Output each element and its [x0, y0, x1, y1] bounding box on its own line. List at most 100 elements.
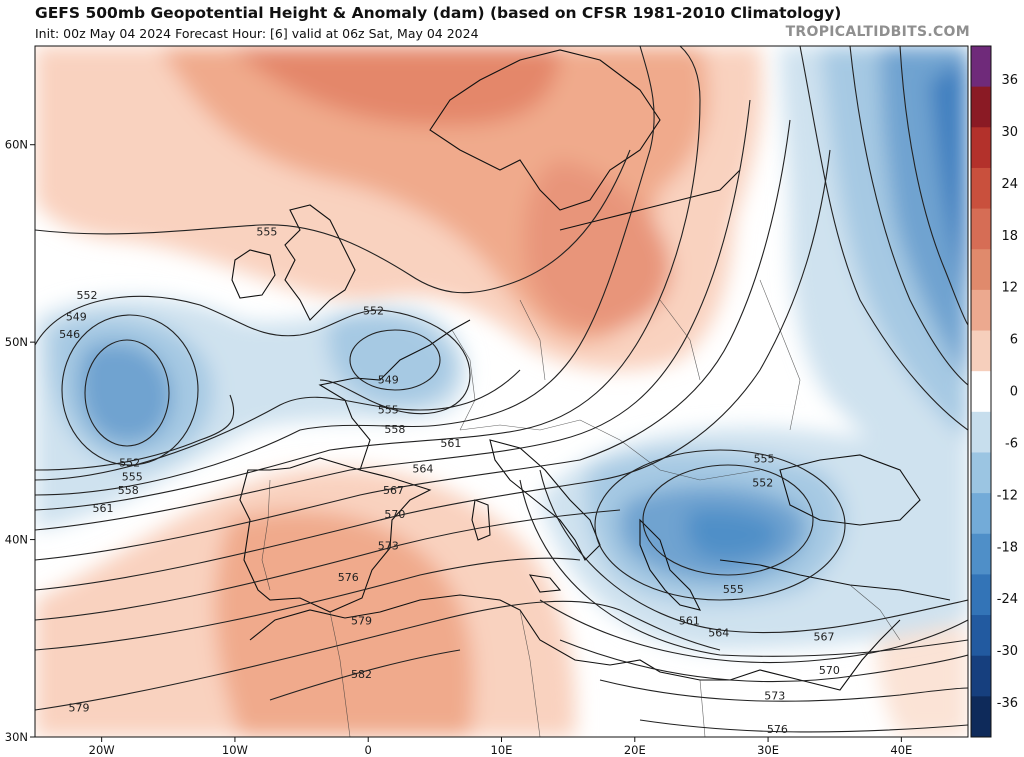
colorbar-segment: [971, 289, 991, 332]
contour-label: 552: [76, 289, 97, 302]
contour-573: [35, 509, 621, 621]
contour-label: 567: [383, 484, 404, 497]
colorbar-label: 12: [1001, 281, 1018, 296]
colorbar-segment: [971, 696, 991, 738]
contour-label: 555: [754, 453, 775, 466]
colorbar-segment: [971, 452, 991, 494]
contour-label: 561: [92, 502, 113, 515]
colorbar-label: 6: [1010, 333, 1018, 348]
border-dz-ly: [519, 609, 541, 737]
warm-anomaly-shading: [35, 46, 968, 737]
lon-tick-label: 20E: [624, 743, 646, 757]
colorbar-segment: [971, 167, 991, 210]
coast-sardinia: [471, 499, 491, 541]
coast-baltic: [559, 169, 741, 231]
contour-555-north: [35, 149, 631, 294]
colorbar-segment: [971, 371, 991, 413]
border-fr-de: [451, 329, 476, 431]
colorbar-label: 30: [1001, 125, 1018, 140]
colorbar-label: -12: [997, 488, 1018, 503]
colorbar-segment: [971, 127, 991, 169]
coast-greece: [639, 518, 702, 611]
contour-576: [35, 557, 581, 651]
contour-573-east: [599, 679, 968, 702]
brand-watermark: TROPICALTIDBITS.COM: [785, 24, 970, 40]
contour-552-balkan: [642, 464, 814, 576]
contour-label: 576: [338, 571, 359, 584]
contour-label: 552: [119, 457, 140, 470]
colorbar-segment: [971, 493, 991, 535]
contour-label: 579: [351, 615, 372, 628]
colorbar-segment: [971, 46, 991, 88]
contour-label: 573: [378, 539, 399, 552]
cool-anomaly-shading: [35, 46, 968, 650]
colorbar-segment: [971, 208, 991, 250]
border-ru-ua: [759, 279, 801, 431]
coast-italy: [489, 439, 601, 561]
border-balkans: [579, 419, 761, 481]
colorbar-label: -18: [997, 540, 1018, 555]
lon-tick-label: 0: [365, 743, 372, 757]
contour-label: 561: [440, 437, 461, 450]
contour-555: [35, 369, 521, 481]
lat-tick-label: 50N: [5, 335, 28, 349]
contour-576-east: [639, 719, 968, 733]
map-subtitle: Init: 00z May 04 2024 Forecast Hour: [6]…: [35, 26, 479, 41]
colorbar-segment: [971, 655, 991, 697]
contour-label: 552: [363, 305, 384, 318]
cool-biscay-low: [328, 312, 456, 406]
colorbar-label: 0: [1010, 385, 1018, 400]
warm-south-core: [214, 510, 474, 737]
contour-label: 558: [384, 423, 405, 436]
country-borders: [261, 279, 901, 737]
cool-balkan-deep: [686, 508, 780, 560]
contour-555-balkan: [594, 449, 846, 601]
height-contours: [35, 46, 968, 733]
colorbar-label: -24: [997, 592, 1018, 607]
lat-tick-label: 30N: [5, 730, 28, 744]
border-alps: [459, 419, 581, 431]
colorbar-label: -30: [997, 644, 1018, 659]
colorbar-segment: [971, 249, 991, 291]
border-dz-ma: [329, 611, 351, 737]
border-pl-ua: [659, 299, 701, 381]
colorbar-label: -36: [997, 696, 1018, 711]
coast-sicily: [528, 574, 562, 593]
coast-gb: [284, 204, 356, 321]
colorbar: 36 30 24 18 12 6 0 -6 -12 -18 -24 -30 -36: [970, 45, 1018, 738]
axis-layer: 30N 40N 50N 60N 20W 10W 0 10E 20E 30E 40E: [5, 138, 913, 757]
contour-label: 579: [68, 701, 89, 714]
map-title: GEFS 500mb Geopotential Height & Anomaly…: [35, 4, 842, 22]
colorbar-segment: [971, 330, 991, 372]
colorbar-label: -6: [1005, 436, 1018, 451]
contour-label: 570: [384, 508, 405, 521]
border-de-pl: [519, 299, 546, 381]
lon-tick-label: 20W: [89, 743, 115, 757]
colorbar-segment: [971, 411, 991, 453]
contour-label: 558: [118, 484, 139, 497]
lon-tick-label: 40E: [890, 743, 912, 757]
contour-570: [35, 149, 831, 591]
coast-scandinavia: [429, 49, 661, 211]
contour-label: 561: [679, 615, 700, 628]
colorbar-label: 24: [1001, 177, 1018, 192]
colorbar-segment: [971, 574, 991, 616]
border-tr-sy: [849, 584, 901, 641]
contour-582: [269, 649, 461, 701]
contour-label: 552: [752, 476, 773, 489]
warm-north-peak: [230, 46, 560, 126]
lat-tick-label: 40N: [5, 533, 28, 547]
contour-label: 564: [708, 626, 729, 639]
contour-label: 549: [66, 310, 87, 323]
coast-turkey: [719, 559, 951, 601]
colorbar-segment: [971, 86, 991, 128]
contour-552-south: [35, 394, 235, 471]
colorbar-frame: [970, 45, 992, 738]
contour-552-east: [899, 46, 968, 326]
contour-567: [35, 119, 791, 561]
contour-552-west: [35, 295, 471, 415]
lon-tick-label: 10W: [222, 743, 248, 757]
plot-area: 5525495465555525495555585615645675705735…: [35, 46, 968, 737]
contour-558: [35, 46, 655, 496]
contour-label: 555: [256, 226, 277, 239]
